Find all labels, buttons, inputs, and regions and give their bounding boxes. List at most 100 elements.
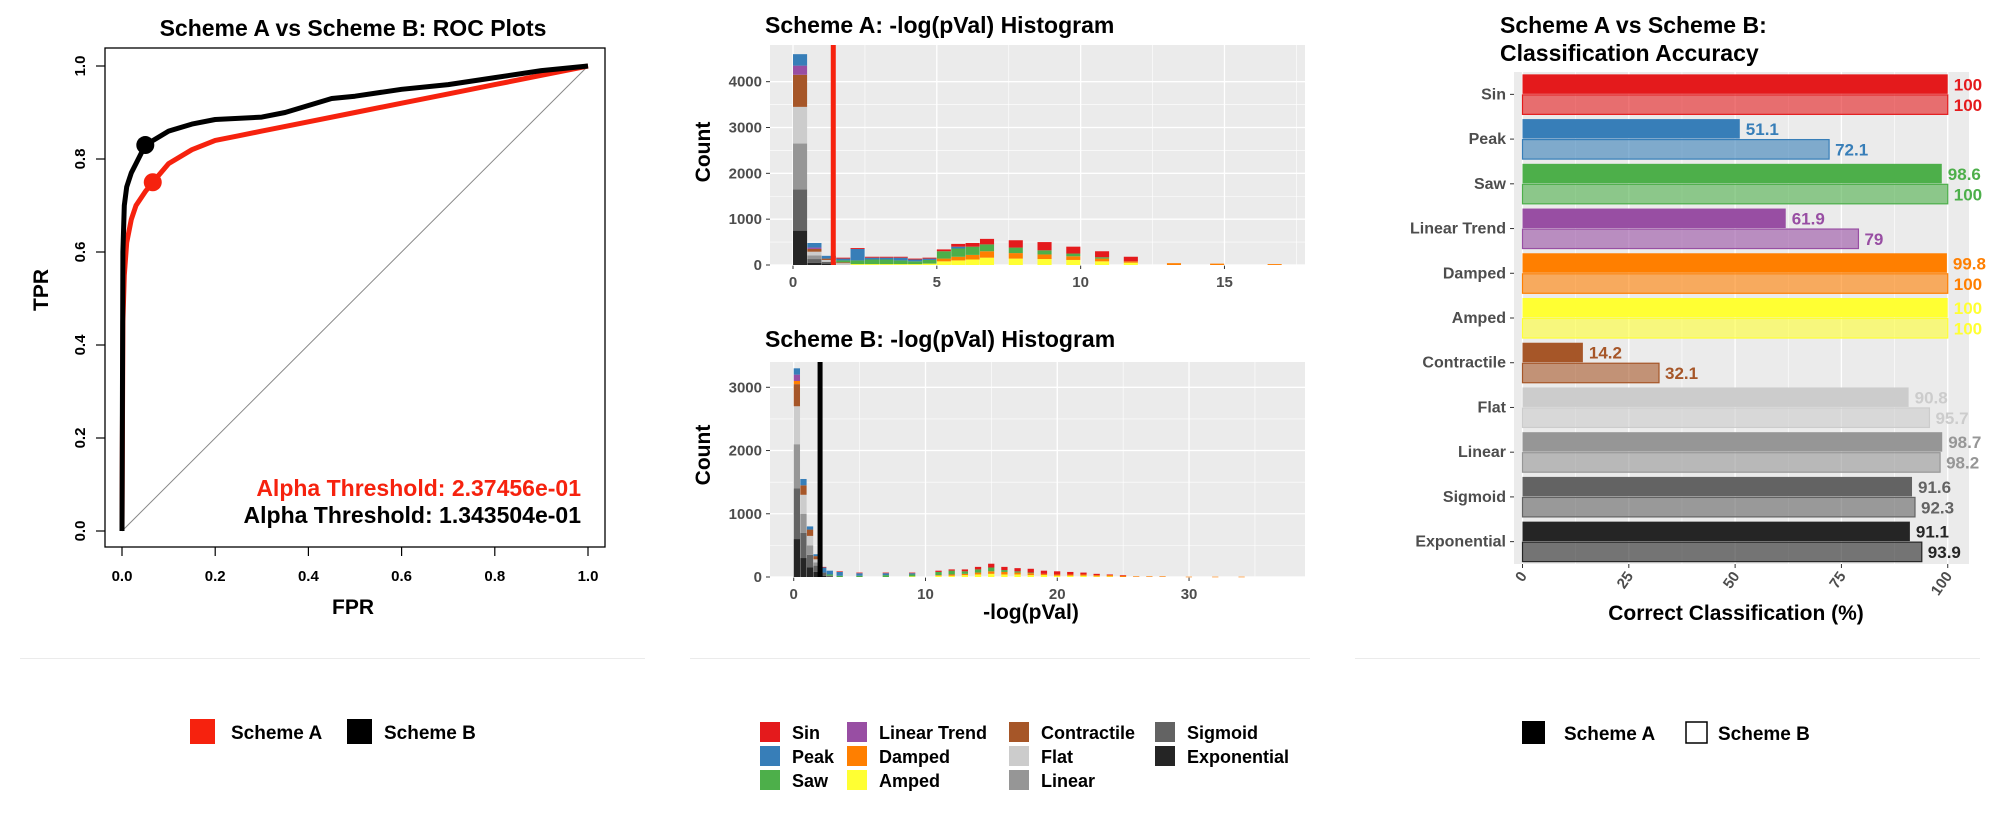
histogram-y-tick-label: 0: [754, 257, 762, 274]
accuracy-panel: Scheme A vs Scheme B: Classification Acc…: [1355, 0, 1999, 650]
accuracy-subtitle: Classification Accuracy: [1500, 40, 1759, 66]
histogram-bar-segment-peak: [908, 259, 923, 262]
histogram-bar-segment-amped: [1080, 575, 1087, 577]
accuracy-value-label-scheme-b: 100: [1954, 96, 1982, 115]
roc-x-tick-label: 0.8: [484, 568, 505, 585]
histogram-bar-segment-sin: [1040, 570, 1048, 574]
accuracy-x-tick-label: 100: [1928, 569, 1956, 599]
histogram-bar-segment-saw: [850, 260, 865, 265]
roc-title: Scheme A vs Scheme B: ROC Plots: [160, 15, 547, 41]
histogram-bar-segment-amped: [951, 260, 966, 265]
histogram-bar-segment-damped: [935, 575, 942, 576]
accuracy-title: Scheme A vs Scheme B:: [1500, 12, 1767, 38]
accuracy-x-tick-label: 50: [1720, 569, 1743, 592]
accuracy-value-label-scheme-b: 72.1: [1835, 141, 1868, 160]
roc-annotation-scheme-b: Alpha Threshold: 1.343504e-01: [244, 502, 582, 528]
histogram-x-tick-label: 15: [1216, 274, 1233, 291]
legend-label-linear: Linear: [1041, 771, 1095, 791]
histogram-bar-segment-amped: [1027, 575, 1034, 577]
legend-swatch-scheme-b: [347, 719, 372, 744]
accuracy-category-label-amped: Amped: [1452, 310, 1506, 327]
legend-swatch-scheme-b: [1685, 721, 1708, 744]
roc-x-tick-label: 0.2: [205, 568, 226, 585]
histogram-bar-segment-sin: [1095, 251, 1110, 258]
histogram-bar-segment-damped: [979, 251, 995, 258]
histogram-bar-segment-flat: [793, 106, 808, 144]
accuracy-category-label-contractile: Contractile: [1422, 355, 1506, 372]
histogram-bar-segment-sin: [856, 572, 863, 574]
histogram-bar-segment-linear-trend: [793, 65, 808, 75]
accuracy-bar-scheme-a-linear: [1522, 432, 1943, 452]
histogram-bar-segment-damped: [1119, 575, 1127, 577]
accuracy-category-label-sin: Sin: [1481, 86, 1506, 103]
roc-y-tick-label: 0.6: [72, 242, 89, 263]
histogram-bar-segment-linear: [800, 513, 807, 533]
roc-y-tick-label: 1.0: [72, 56, 89, 77]
roc-x-tick-label: 1.0: [578, 568, 599, 585]
histogram-bar-segment-amped: [864, 264, 880, 265]
histogram-bar-segment-sigmoid: [820, 572, 827, 576]
roc-y-axis-title: TPR: [30, 269, 53, 311]
histogram-bar-segment-contractile: [793, 74, 808, 107]
accuracy-value-label-scheme-b: 95.7: [1935, 409, 1968, 428]
accuracy-category-label-linear-trend: Linear Trend: [1410, 221, 1506, 238]
histogram-bar-segment-peak: [951, 246, 966, 249]
histogram-bar-segment-damped: [1080, 574, 1087, 576]
histogram-bar-segment-sin: [979, 238, 995, 245]
histogram-bar-segment-exponential: [806, 567, 814, 577]
accuracy-bar-scheme-a-saw: [1522, 163, 1942, 184]
accuracy-x-tick-label: 25: [1614, 569, 1637, 592]
histogram-bar-segment-amped: [1014, 574, 1021, 577]
legend-swatch-linear: [1009, 770, 1029, 790]
histogram-b-x-axis-title: -log(pVal): [983, 601, 1079, 624]
accuracy-bar-scheme-a-damped: [1522, 253, 1947, 273]
histogram-bar-segment-peak: [806, 526, 814, 530]
histogram-bar-segment-damped: [1212, 576, 1219, 578]
histogram-bar-segment-sigmoid: [821, 261, 836, 264]
histogram-bar-segment-peak: [826, 570, 833, 575]
histogram-bar-segment-damped: [1267, 264, 1282, 265]
histogram-y-tick-label: 3000: [729, 120, 762, 137]
legend-swatch-peak: [760, 746, 780, 766]
legend-swatch-sigmoid: [1155, 722, 1175, 742]
histogram-bar-segment-damped: [793, 380, 801, 385]
histogram-bar-segment-damped: [1008, 253, 1023, 259]
histogram-bar-segment-damped: [974, 572, 982, 575]
accuracy-category-label-linear: Linear: [1458, 444, 1506, 461]
accuracy-bar-scheme-b-exponential: [1521, 541, 1923, 563]
accuracy-value-label-scheme-b: 79: [1864, 230, 1883, 249]
histogram-bar-segment-damped: [1159, 576, 1166, 577]
legend-swatch-saw: [760, 770, 780, 790]
histogram-bar-segment-damped: [1146, 576, 1153, 577]
roc-annotation-scheme-a: Alpha Threshold: 2.37456e-01: [256, 475, 581, 501]
histogram-bar-segment-sin: [1123, 256, 1138, 262]
histogram-b-title: Scheme B: -log(pVal) Histogram: [765, 326, 1115, 352]
roc-diagonal-reference-line: [121, 65, 589, 532]
histogram-bar-segment-saw: [856, 575, 863, 577]
histogram-bar-segment-sin: [1106, 574, 1113, 576]
histogram-bar-segment-peak: [813, 554, 820, 557]
histogram-bar-segment-amped: [1040, 575, 1048, 577]
histogram-bar-segment-saw: [965, 246, 980, 255]
histogram-bar-segment-peak: [879, 257, 894, 260]
histogram-bar-segment-amped: [961, 575, 969, 577]
histogram-bar-segment-sin: [936, 249, 951, 252]
accuracy-bar-scheme-b-sigmoid: [1521, 496, 1916, 518]
histogram-bar-segment-sin: [1066, 246, 1081, 254]
legend-label-flat: Flat: [1041, 747, 1073, 767]
accuracy-category-label-saw: Saw: [1474, 176, 1507, 193]
histogram-a-chart: Scheme A: -log(pVal) Histogram 0 5 10 15 0 10…: [692, 12, 1305, 291]
histogram-bar-segment-saw: [836, 575, 843, 577]
accuracy-bar-scheme-a-sigmoid: [1522, 476, 1913, 497]
accuracy-bar-scheme-b-saw: [1521, 183, 1949, 205]
panel-divider: [20, 658, 645, 659]
roc-x-axis-title: FPR: [332, 596, 374, 619]
accuracy-value-label-scheme-b: 93.9: [1928, 543, 1961, 562]
histogram-bar-segment-peak: [909, 573, 916, 575]
panel-divider: [690, 658, 1310, 659]
legend-label-scheme-a: Scheme A: [1564, 724, 1655, 745]
histogram-bar-segment-exponential: [821, 263, 836, 265]
accuracy-bar-scheme-b-linear: [1521, 452, 1941, 473]
histogram-bar-segment-damped: [951, 256, 966, 261]
histogram-bar-segment-sigmoid: [826, 575, 833, 577]
